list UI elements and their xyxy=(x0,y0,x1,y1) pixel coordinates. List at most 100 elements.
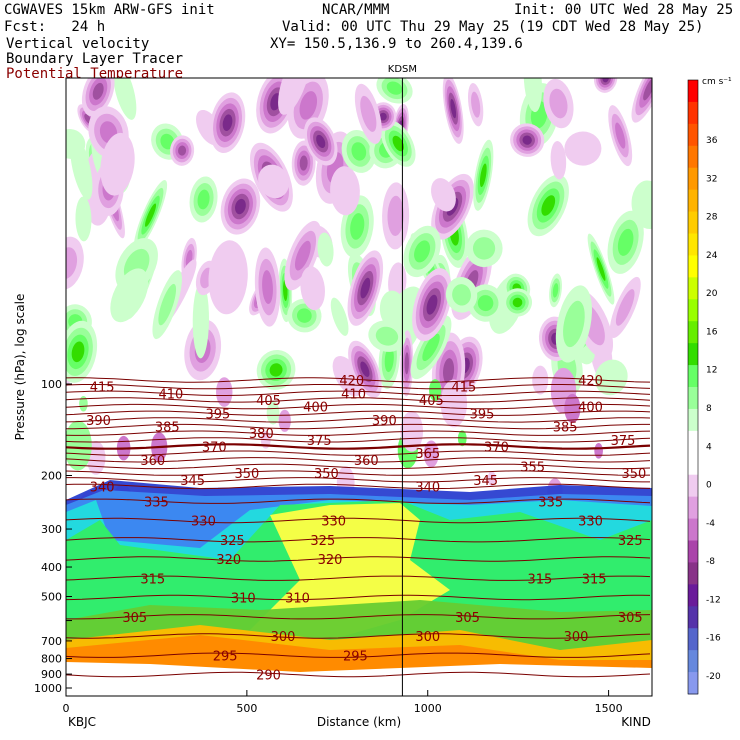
w-contour xyxy=(414,240,431,263)
theta-label: 340 xyxy=(415,480,440,495)
theta-label: 330 xyxy=(191,515,216,530)
w-contour xyxy=(452,284,471,306)
colorbar-swatch xyxy=(688,123,698,147)
w-contour xyxy=(523,78,543,113)
colorbar-swatch xyxy=(688,430,698,454)
w-contour xyxy=(258,164,290,199)
theta-line-375 xyxy=(66,437,651,443)
theta-line-420 xyxy=(66,377,651,383)
theta-label: 385 xyxy=(155,421,180,436)
w-contour xyxy=(479,163,487,188)
w-contour xyxy=(387,195,404,237)
w-contour xyxy=(360,361,370,378)
w-contour xyxy=(66,420,92,471)
w-contour xyxy=(66,247,78,279)
theta-label: 335 xyxy=(144,495,169,510)
theta-label: 405 xyxy=(419,394,444,409)
colorbar-swatch xyxy=(688,145,698,169)
y-tick-label: 800 xyxy=(41,653,62,666)
theta-label: 290 xyxy=(256,669,281,684)
colorbar-swatch xyxy=(688,167,698,191)
colorbar-swatch xyxy=(688,584,698,607)
w-contour xyxy=(299,91,318,120)
w-contour xyxy=(317,232,334,267)
w-contour xyxy=(596,257,606,281)
theta-label: 355 xyxy=(520,460,545,475)
w-contour xyxy=(360,277,371,299)
theta-label: 335 xyxy=(538,495,563,510)
w-contour xyxy=(472,237,496,260)
theta-label: 410 xyxy=(341,387,366,402)
theta-label: 315 xyxy=(582,572,607,587)
theta-label: 400 xyxy=(303,401,328,416)
theta-label: 400 xyxy=(578,401,603,416)
colorbar-swatch xyxy=(688,233,698,256)
colorbar-label: 8 xyxy=(706,404,712,414)
y-axis-label: Pressure (hPa), log scale xyxy=(13,294,27,441)
w-contour xyxy=(350,213,365,240)
w-contour xyxy=(541,195,556,216)
colorbar-swatch xyxy=(688,496,698,520)
colorbar-swatch xyxy=(688,562,698,585)
colorbar-swatch xyxy=(688,452,698,476)
theta-line-365 xyxy=(66,450,651,456)
w-contour xyxy=(450,99,457,119)
w-contour xyxy=(443,358,455,384)
colorbar-swatch xyxy=(688,540,698,563)
w-contour xyxy=(615,122,626,149)
w-contour xyxy=(192,282,209,359)
theta-line-385 xyxy=(66,423,650,430)
w-contour xyxy=(426,294,438,315)
w-contour xyxy=(269,363,283,377)
w-contour xyxy=(278,78,311,115)
terrain xyxy=(66,662,652,696)
x-tick-label: 0 xyxy=(63,702,70,715)
w-contour xyxy=(330,297,349,336)
theta-label: 320 xyxy=(318,553,343,568)
w-contour xyxy=(216,377,233,407)
w-contour xyxy=(617,228,634,256)
w-contour xyxy=(375,326,399,346)
theta-label: 300 xyxy=(271,630,296,645)
theta-line-305 xyxy=(66,614,651,620)
w-contour xyxy=(222,114,233,131)
theta-label: 365 xyxy=(415,447,440,462)
w-contour xyxy=(235,198,246,215)
right-endpoint-label: KIND xyxy=(621,715,651,729)
colorbar-label: 28 xyxy=(706,213,718,223)
w-contour xyxy=(440,379,468,428)
theta-line-290 xyxy=(66,671,651,678)
colorbar-swatch xyxy=(688,211,698,234)
w-contour xyxy=(79,396,88,412)
w-contour xyxy=(66,129,86,159)
w-contour xyxy=(113,78,137,120)
theta-label: 315 xyxy=(527,572,552,587)
y-tick-label: 300 xyxy=(41,523,62,536)
colorbar-unit: cm s⁻¹ xyxy=(702,77,732,87)
theta-label: 330 xyxy=(578,515,603,530)
w-contour xyxy=(379,112,387,121)
theta-line-400 xyxy=(66,403,651,410)
y-tick-label: 200 xyxy=(41,470,62,483)
theta-label: 300 xyxy=(564,630,589,645)
theta-label: 350 xyxy=(234,467,259,482)
w-contour xyxy=(431,178,456,212)
w-contour xyxy=(522,135,532,145)
colorbar-label: 4 xyxy=(706,442,712,452)
w-contour xyxy=(392,135,405,152)
model-title: CGWAVES 15km ARW-GFS init xyxy=(4,2,215,18)
theta-label: 325 xyxy=(220,534,245,549)
w-contour xyxy=(423,440,439,468)
w-contour xyxy=(594,443,603,459)
theta-line-395 xyxy=(66,410,651,416)
theta-label: 415 xyxy=(451,381,476,396)
w-contour xyxy=(477,295,494,312)
theta-line-415 xyxy=(66,384,651,390)
colorbar-swatch xyxy=(688,189,698,213)
theta-label: 405 xyxy=(256,394,281,409)
theta-label: 390 xyxy=(86,414,111,429)
theta-line-340 xyxy=(66,483,651,490)
theta-line-325 xyxy=(66,537,651,543)
